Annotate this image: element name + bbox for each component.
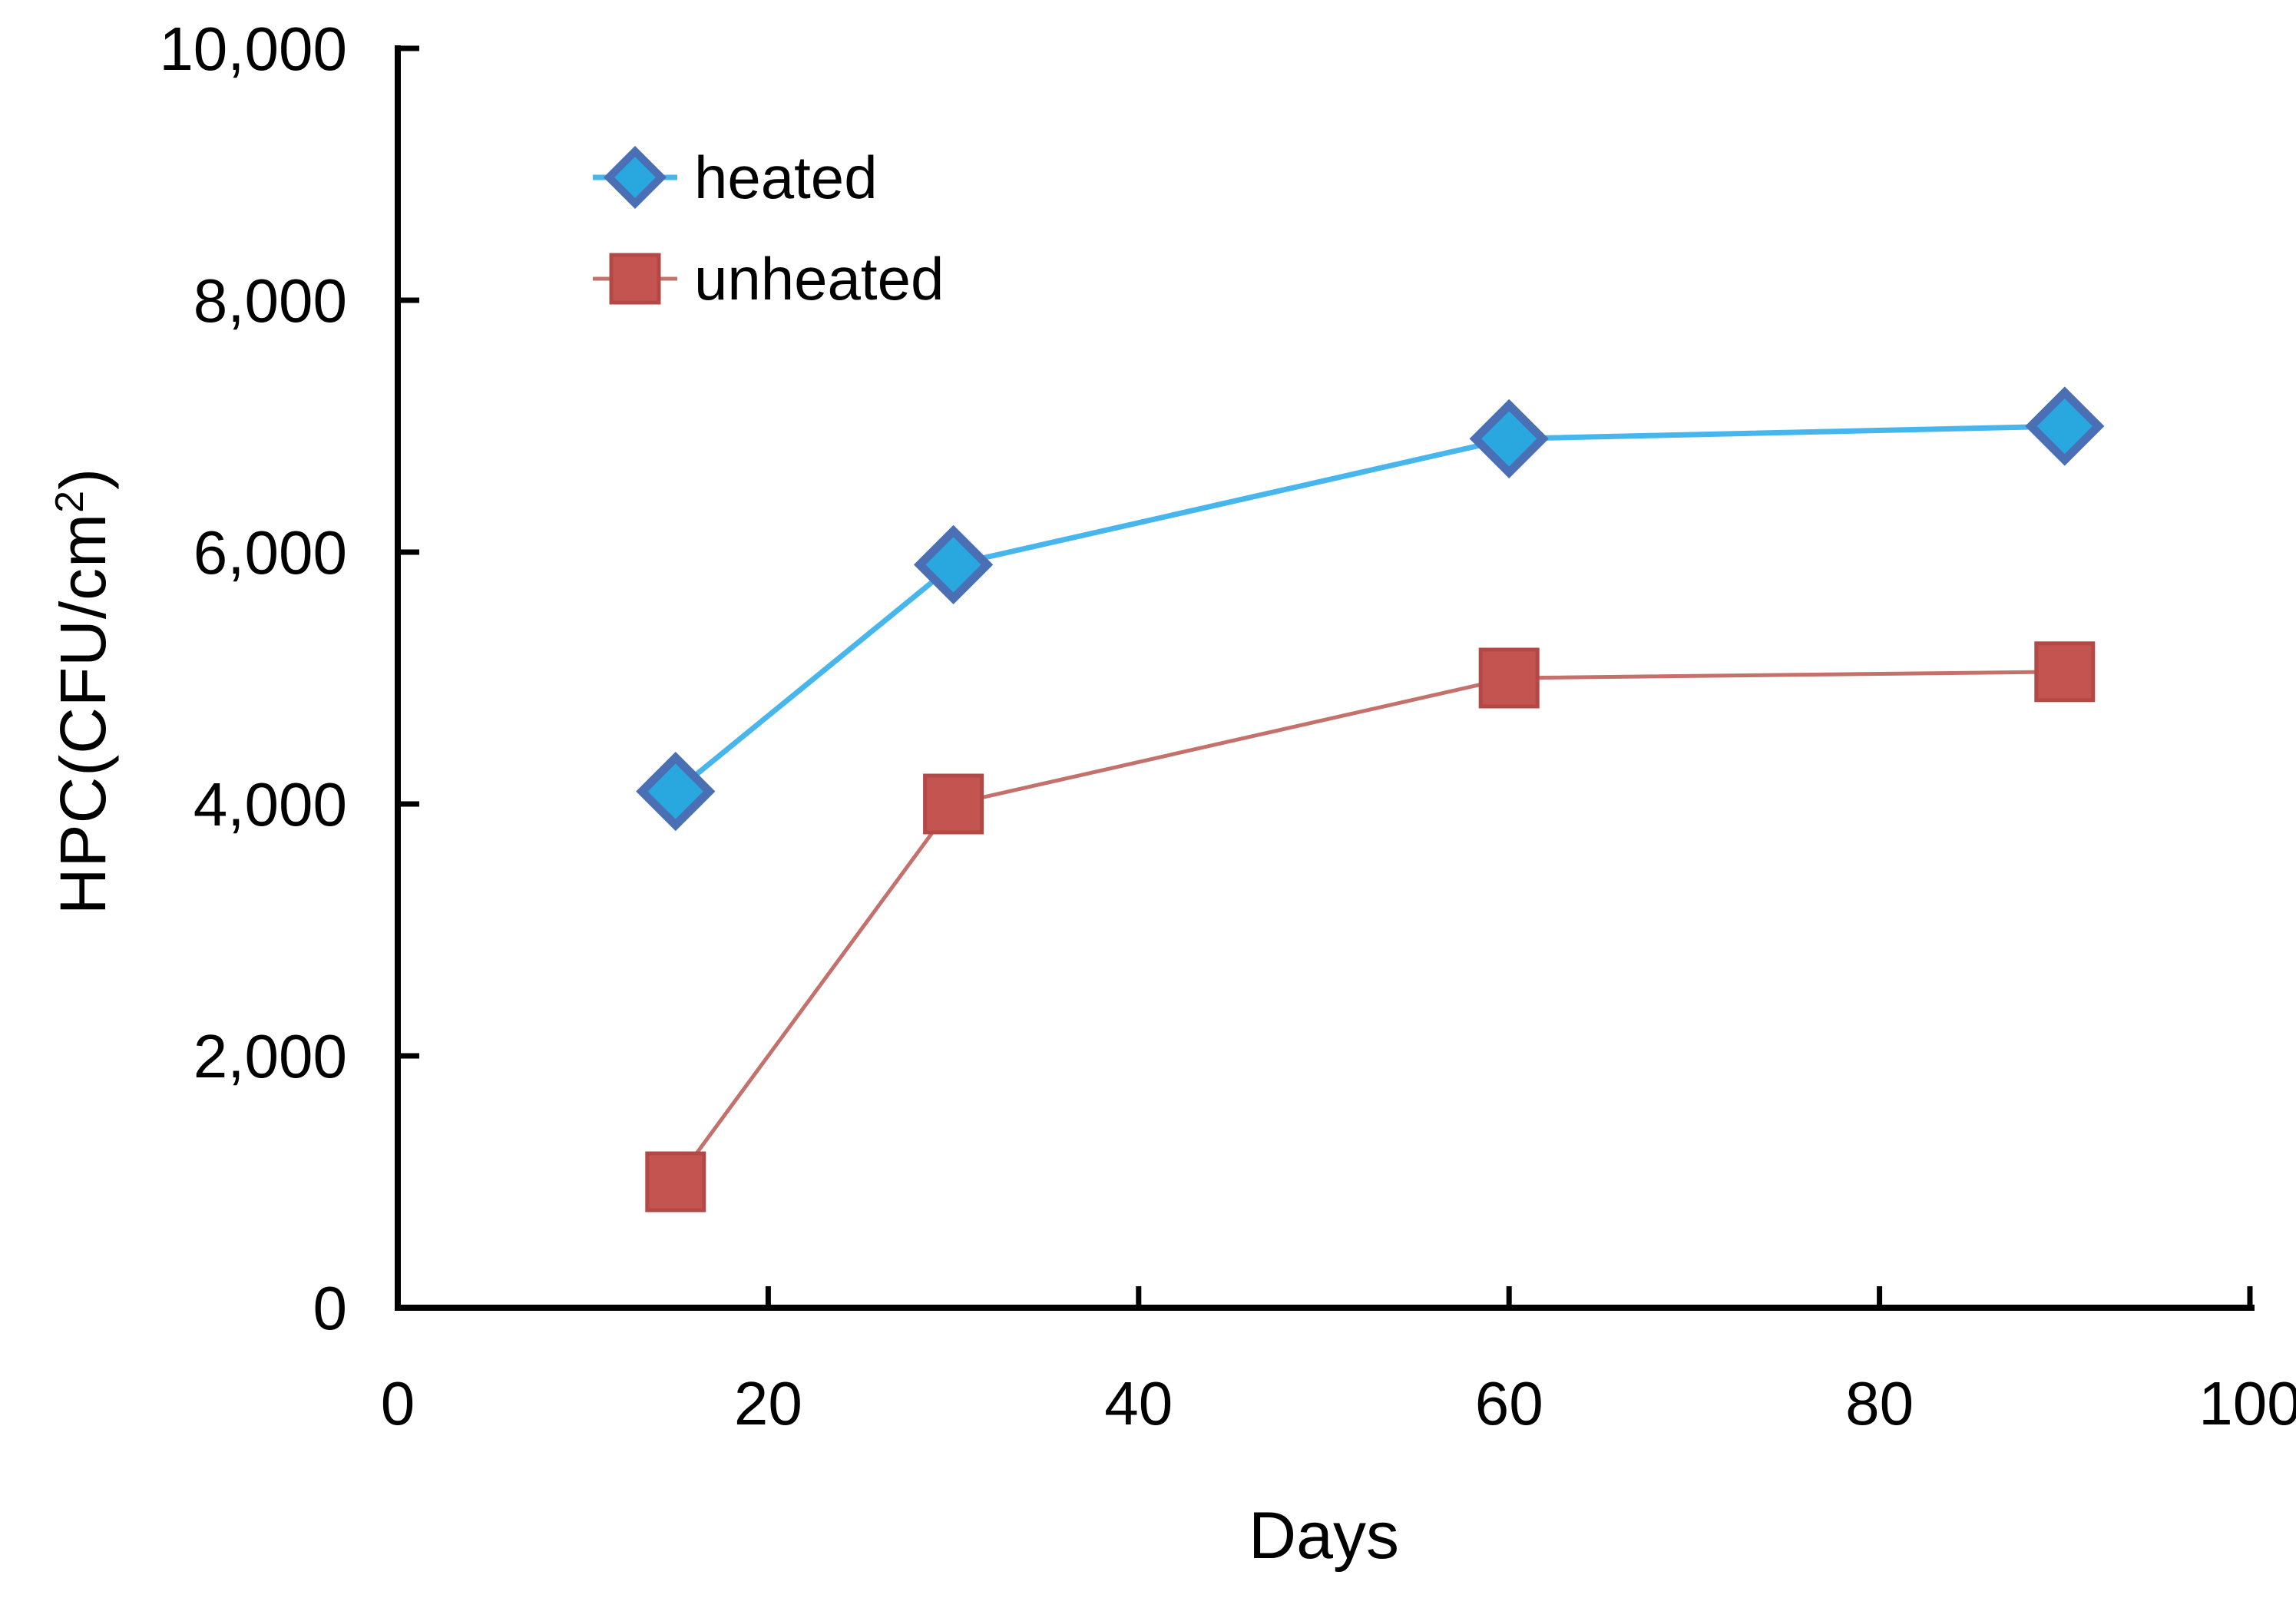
x-axis-title: Days [1249,1499,1399,1573]
marker-unheated-3 [2034,641,2096,703]
y-axis-title: HPC(CFU/cm2) [33,422,119,960]
marker-unheated-1 [923,773,984,835]
y-tick-label: 6,000 [194,518,347,587]
legend: heated unheated [593,141,944,316]
y-tick-label: 2,000 [194,1022,347,1090]
y-tick-label: 0 [313,1274,348,1342]
x-tick-label: 20 [734,1369,802,1438]
legend-marker-heated [593,145,677,210]
y-axis-title-text: HPC(CFU/cm [47,512,119,915]
marker-unheated-0 [645,1151,706,1213]
y-tick-label: 4,000 [194,770,347,839]
x-tick-label: 100 [2198,1369,2296,1438]
marker-heated-1 [913,524,994,605]
marker-heated-0 [636,751,716,832]
series-line-unheated [673,670,2065,1183]
series-line-heated [673,423,2065,794]
y-axis-title-superscript: 2 [48,489,92,513]
legend-label-unheated: unheated [694,245,945,313]
x-tick-label: 60 [1475,1369,1543,1438]
marker-heated-3 [2025,386,2105,466]
x-tick-label: 40 [1104,1369,1173,1438]
marker-unheated-2 [1478,647,1540,709]
legend-item-heated: heated [593,141,944,214]
legend-label-heated: heated [694,144,878,211]
legend-marker-unheated [593,253,677,305]
y-tick-label: 8,000 [194,266,347,335]
y-tick-label: 10,000 [159,15,347,83]
y-axis-title-close: ) [47,467,119,490]
square-icon [609,253,661,305]
x-tick-label: 80 [1845,1369,1914,1438]
legend-item-unheated: unheated [593,242,944,316]
diamond-icon [603,145,667,210]
x-tick-label: 0 [381,1369,415,1438]
marker-heated-2 [1469,399,1549,479]
